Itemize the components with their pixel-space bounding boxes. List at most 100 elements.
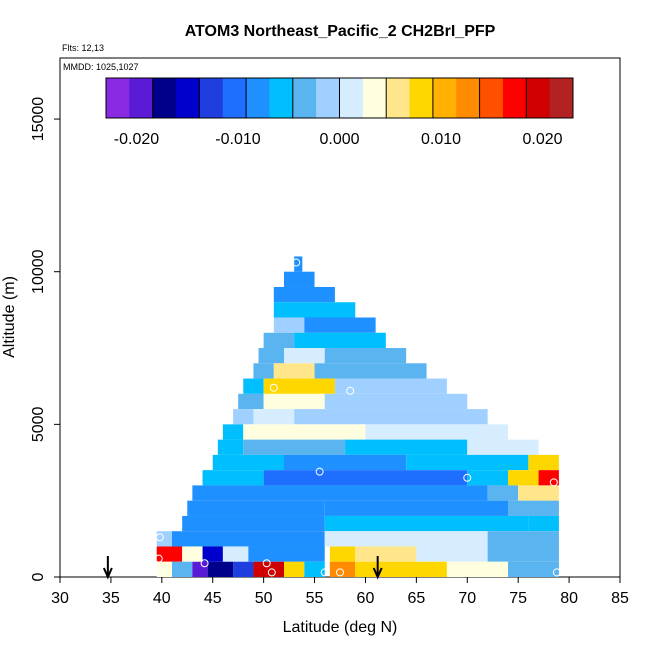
heatmap-cell-49 — [172, 531, 325, 547]
heatmap-cell-14 — [243, 378, 264, 394]
sample-point-3 — [315, 467, 324, 476]
colorbar-tick-label-3: 0.010 — [421, 131, 461, 148]
arrow-head — [372, 567, 383, 580]
sample-point-2 — [346, 386, 355, 395]
arrow-1 — [372, 556, 383, 580]
heatmap-cell-5 — [304, 317, 376, 333]
x-tick-label-6: 60 — [357, 590, 375, 607]
heatmap-cell-18 — [263, 393, 325, 410]
heatmap-cell-6 — [263, 332, 295, 349]
heatmap-cell-8 — [258, 348, 284, 364]
heatmap-cell-44 — [324, 500, 508, 516]
heatmap-cell-46 — [182, 515, 325, 532]
heatmap-cell-30 — [212, 454, 284, 471]
arrow-head — [102, 567, 113, 580]
heatmap-cell-41 — [487, 485, 519, 501]
heatmap-cell-51 — [487, 531, 559, 547]
x-tick-label-5: 55 — [306, 590, 324, 607]
heatmap-cell-40 — [284, 485, 488, 501]
heatmap-cell-35 — [263, 470, 468, 486]
sample-point-10 — [262, 559, 271, 568]
colorbar-swatch-2 — [152, 78, 177, 118]
heatmap-cell-29 — [467, 439, 539, 455]
x-tick-label-4: 50 — [255, 590, 273, 607]
colorbar-swatch-0 — [106, 78, 130, 118]
colorbar-tick-label-4: 0.020 — [523, 131, 563, 148]
heatmap-cell-15 — [263, 378, 335, 394]
heatmap-cell-56 — [222, 546, 249, 562]
x-tick-label-7: 65 — [407, 590, 425, 607]
heatmap-cell-31 — [284, 454, 407, 471]
heatmap-cell-28 — [345, 439, 468, 455]
heatmap-cell-60 — [416, 546, 488, 562]
mmdd-label: MMDD: 1025,1027 — [63, 62, 139, 72]
heatmap-cell-13 — [314, 363, 427, 379]
heatmap-cell-61 — [487, 546, 559, 562]
surface-arrows — [102, 556, 383, 580]
sample-points — [154, 258, 561, 577]
colorbar-swatch-1 — [129, 78, 154, 118]
x-tick-label-1: 35 — [102, 590, 120, 607]
y-tick-label-0: 0 — [30, 572, 47, 581]
heatmap-cell-67 — [253, 561, 284, 577]
heatmap-cell-23 — [222, 424, 244, 440]
chart-title: ATOM3 Northeast_Pacific_2 CH2BrI_PFP — [185, 23, 496, 40]
sample-point-7 — [154, 554, 163, 563]
heatmap-cell-53 — [156, 546, 183, 562]
heatmap-cell-20 — [233, 409, 254, 425]
heatmap-cell-63 — [172, 561, 193, 577]
colorbar-ticks: -0.020 -0.010 0.000 0.010 0.020 — [114, 131, 563, 148]
heatmap-cell-64 — [192, 561, 208, 577]
colorbar-frame — [105, 77, 574, 119]
heatmap-cell-37 — [508, 470, 539, 486]
x-tick-label-11: 85 — [611, 590, 629, 607]
heatmap-cell-68 — [284, 561, 305, 577]
x-tick-label-8: 70 — [458, 590, 476, 607]
heatmap-cell-55 — [202, 546, 223, 562]
colorbar-swatch-15 — [456, 78, 481, 118]
y-tick-label-2: 10000 — [30, 249, 47, 294]
x-tick-label-0: 30 — [51, 590, 69, 607]
heatmap-cell-9 — [284, 348, 325, 364]
flights-label: Flts: 12,13 — [62, 43, 104, 53]
heatmap-cell-32 — [406, 454, 529, 471]
heatmap-cell-24 — [243, 424, 366, 440]
heatmap-cell-0 — [294, 256, 303, 272]
sample-point-12 — [320, 568, 329, 577]
colorbar-swatch-4 — [199, 78, 224, 118]
heatmap-cell-17 — [238, 393, 264, 410]
heatmap-cell-2 — [273, 286, 335, 303]
heatmap-cell-39 — [192, 485, 284, 501]
sample-point-14 — [552, 568, 561, 577]
sample-point-8 — [156, 566, 165, 575]
colorbar-swatch-8 — [292, 78, 317, 118]
heatmap-cell-48 — [528, 515, 559, 532]
heatmap-cell-43 — [187, 500, 325, 516]
heatmap-cell-54 — [182, 546, 203, 562]
heatmap-cell-21 — [253, 409, 295, 425]
sample-point-9 — [200, 559, 209, 568]
colorbar-swatch-19 — [549, 78, 574, 118]
heatmap-cell-65 — [207, 561, 234, 577]
x-tick-label-3: 45 — [204, 590, 222, 607]
y-tick-label-3: 15000 — [30, 97, 47, 142]
heatmap-cell-58 — [329, 546, 356, 562]
heatmap-cell-66 — [233, 561, 254, 577]
sample-point-13 — [336, 568, 344, 577]
y-axis-label: Altitude (m) — [1, 276, 18, 358]
colorbar-swatch-6 — [246, 78, 270, 118]
heatmap-cell-52 — [156, 531, 172, 547]
sample-point-1 — [269, 383, 278, 392]
colorbar-swatch-7 — [269, 78, 294, 118]
colorbar-swatch-10 — [339, 78, 364, 118]
heatmap-cell-34 — [202, 470, 264, 486]
heatmap-cell-59 — [355, 546, 417, 562]
sample-point-11 — [267, 568, 276, 577]
heatmap-cell-10 — [324, 348, 407, 364]
heatmap-cell-25 — [365, 424, 508, 440]
colorbar-swatch-9 — [316, 78, 340, 118]
heatmap-cell-3 — [273, 302, 356, 318]
heatmap-cell-16 — [334, 378, 447, 394]
heatmap-cell-4 — [273, 317, 305, 333]
